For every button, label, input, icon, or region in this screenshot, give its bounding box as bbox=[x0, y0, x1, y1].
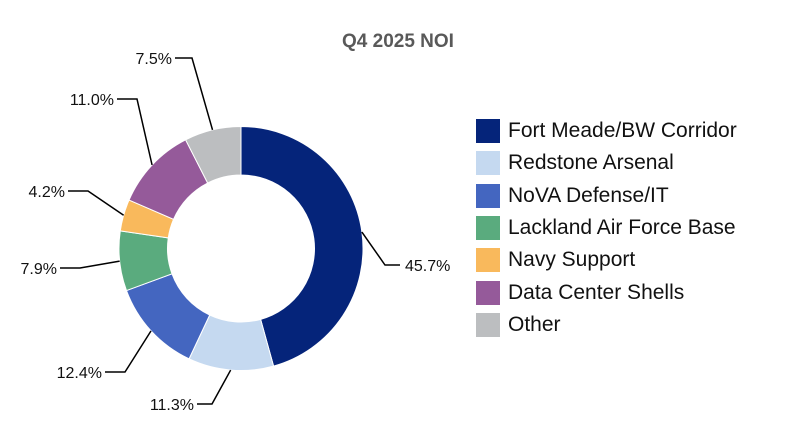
chart-title: Q4 2025 NOI bbox=[342, 31, 454, 52]
legend-swatch bbox=[476, 280, 500, 305]
legend-swatch bbox=[476, 248, 500, 273]
leader-line-4 bbox=[68, 190, 125, 216]
legend-item: Fort Meade/BW Corridor bbox=[476, 115, 737, 147]
legend-item: Lackland Air Force Base bbox=[476, 212, 737, 244]
legend-item: Navy Support bbox=[476, 244, 737, 276]
legend-label: Other bbox=[508, 312, 561, 336]
legend-swatch bbox=[476, 151, 500, 176]
legend-label: Redstone Arsenal bbox=[508, 151, 674, 175]
data-label-5: 11.0% bbox=[70, 92, 114, 109]
data-label-3: 7.9% bbox=[21, 261, 57, 278]
legend-label: NoVA Defense/IT bbox=[508, 183, 669, 207]
legend-swatch bbox=[476, 216, 500, 241]
data-label-6: 7.5% bbox=[136, 51, 172, 68]
leader-line-1 bbox=[197, 369, 232, 405]
legend-label: Navy Support bbox=[508, 248, 636, 272]
leader-line-2 bbox=[105, 330, 152, 373]
legend-item: Redstone Arsenal bbox=[476, 147, 737, 179]
data-label-4: 4.2% bbox=[29, 184, 65, 201]
legend-swatch bbox=[476, 119, 500, 144]
legend-label: Lackland Air Force Base bbox=[508, 216, 736, 240]
leader-line-5 bbox=[117, 98, 153, 166]
leader-line-6 bbox=[175, 57, 214, 131]
donut-slice-6 bbox=[184, 125, 242, 184]
data-label-0: 45.7% bbox=[405, 258, 450, 275]
legend-swatch bbox=[476, 312, 500, 337]
legend: Fort Meade/BW Corridor Redstone Arsenal No… bbox=[476, 115, 737, 341]
legend-item: Data Center Shells bbox=[476, 276, 737, 308]
data-label-2: 12.4% bbox=[57, 365, 102, 382]
leader-line-3 bbox=[60, 260, 120, 269]
legend-item: Other bbox=[476, 309, 737, 341]
leader-line-0 bbox=[361, 231, 400, 266]
donut-slice-0 bbox=[240, 125, 364, 367]
legend-item: NoVA Defense/IT bbox=[476, 180, 737, 212]
legend-swatch bbox=[476, 183, 500, 208]
legend-label: Data Center Shells bbox=[508, 280, 685, 304]
data-label-1: 11.3% bbox=[150, 397, 194, 414]
legend-label: Fort Meade/BW Corridor bbox=[508, 119, 737, 143]
